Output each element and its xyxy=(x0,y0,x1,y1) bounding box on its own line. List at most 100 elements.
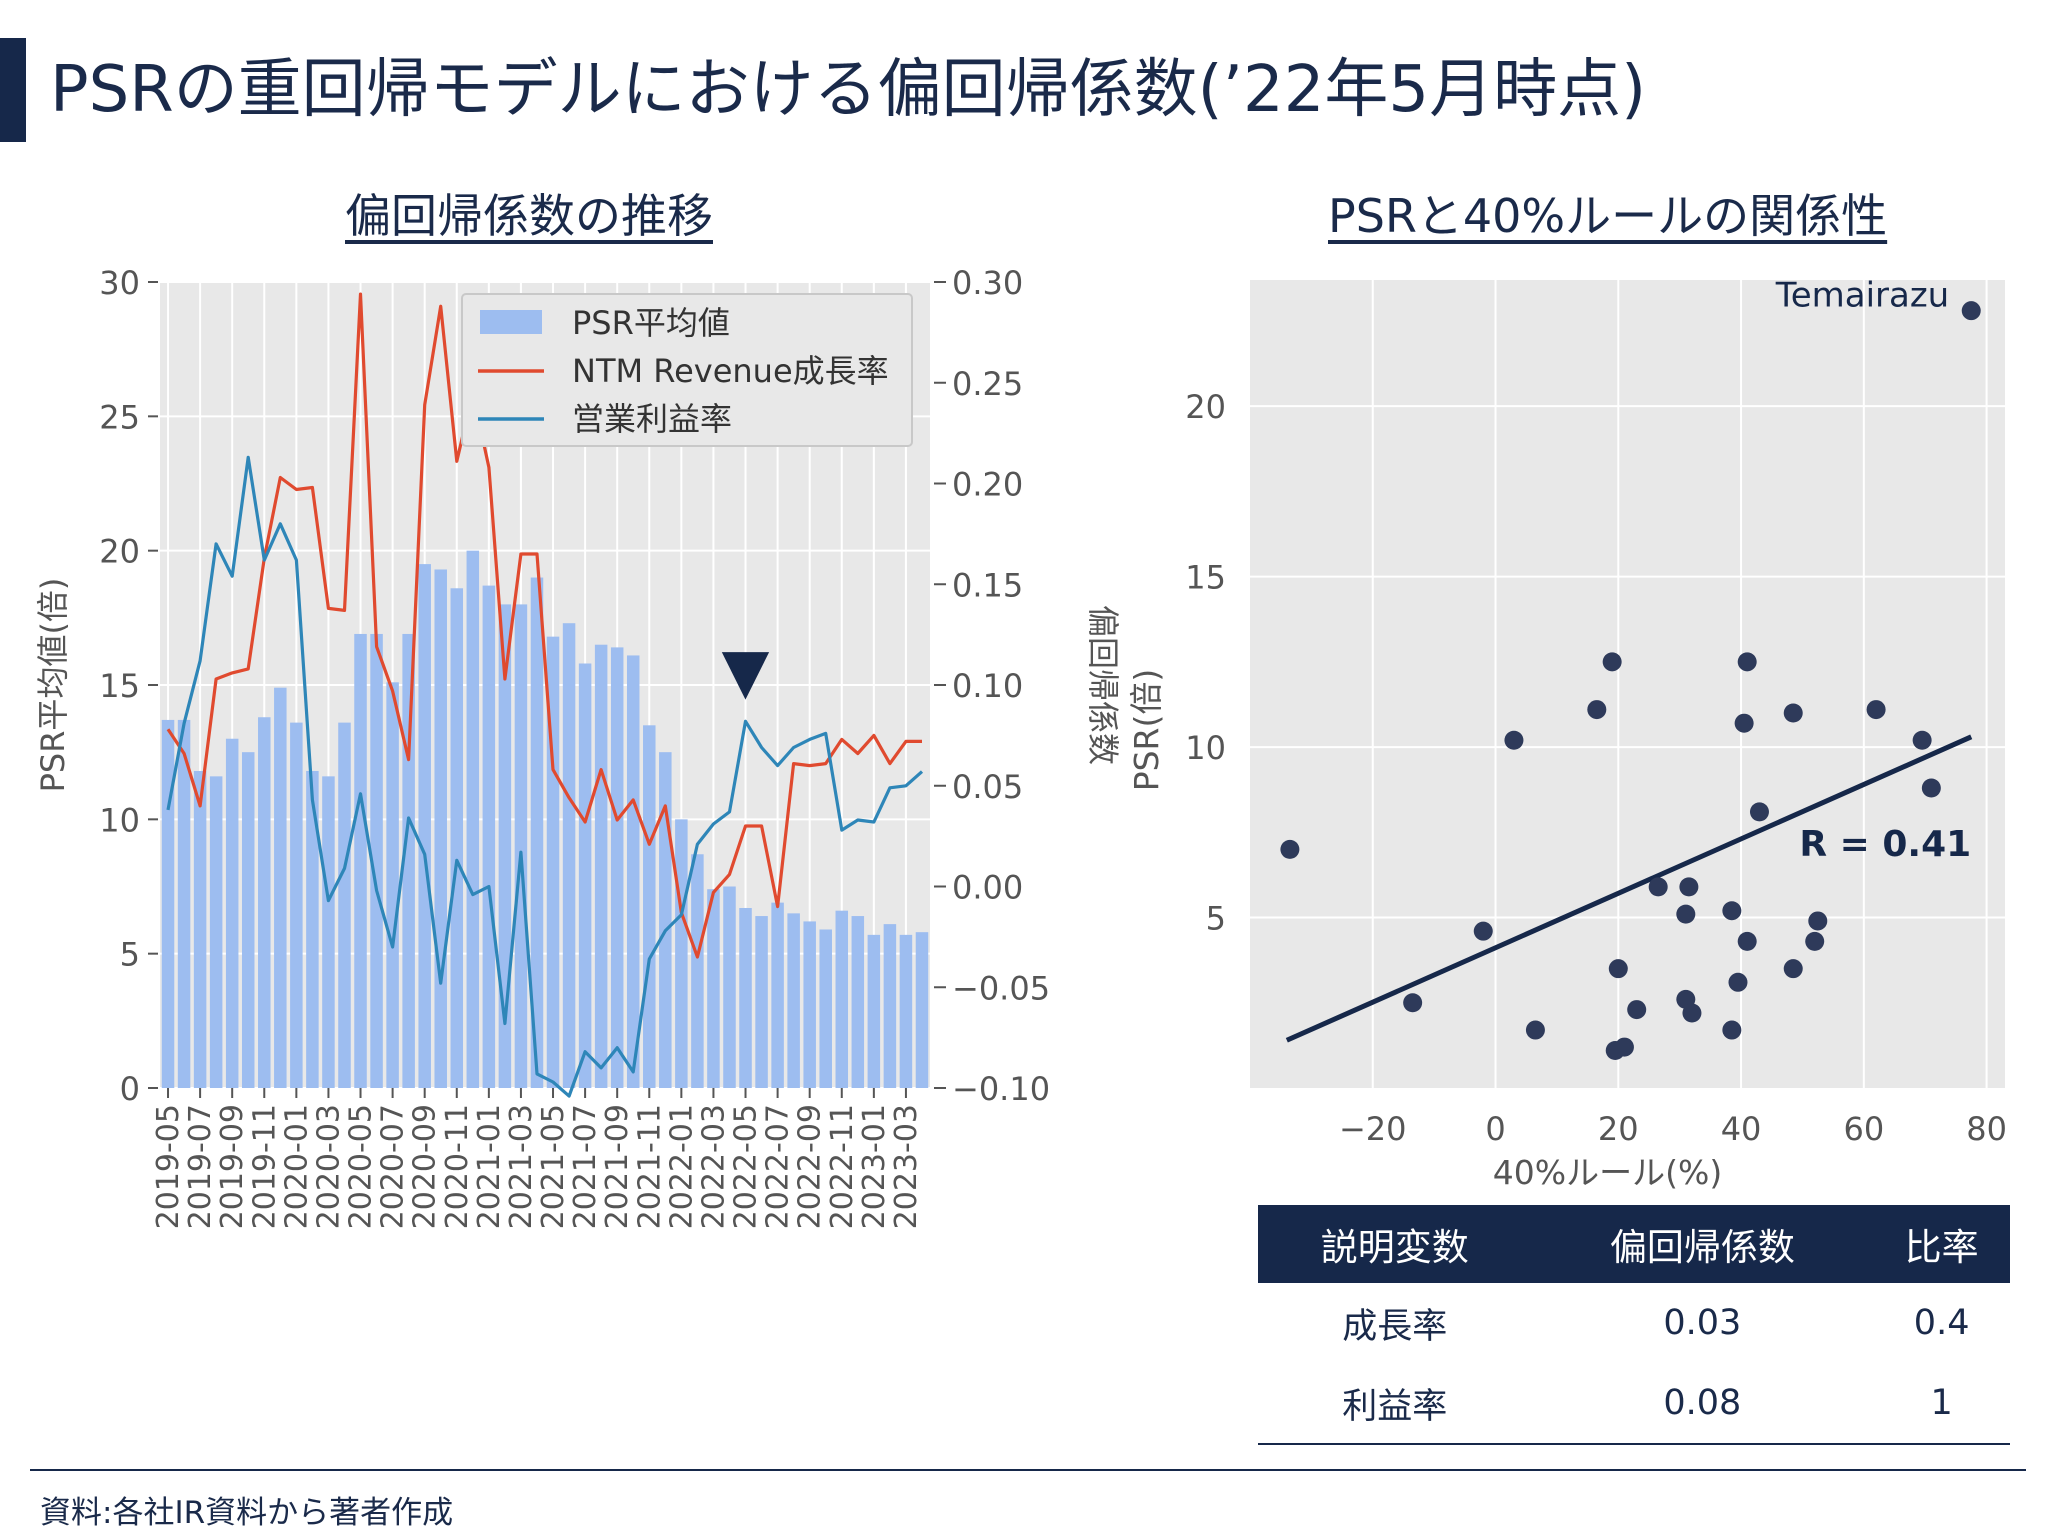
legend-label-margin: 営業利益率 xyxy=(572,400,732,438)
temairazu-label: Temairazu xyxy=(1775,276,1950,316)
plot-background xyxy=(1250,280,2005,1088)
table-header-ratio: 比率 xyxy=(1873,1205,2010,1283)
growth-rate-line xyxy=(166,292,922,959)
scatter-point xyxy=(1737,931,1757,951)
bar xyxy=(691,854,704,1088)
x-tick-label: 2019-05 xyxy=(151,1104,186,1229)
scatter-point xyxy=(1648,877,1668,897)
table-header-row: 説明変数 偏回帰係数 比率 xyxy=(1258,1205,2010,1283)
legend-label-growth: NTM Revenue成長率 xyxy=(572,352,889,390)
page-title: PSRの重回帰モデルにおける偏回帰係数(’22年5月時点) xyxy=(50,53,1647,127)
x-tick-label: 2021-11 xyxy=(632,1104,667,1229)
scatter-point xyxy=(1921,778,1941,798)
table-cell: 0.4 xyxy=(1913,1303,1970,1343)
title-accent-bar xyxy=(0,38,26,142)
bar xyxy=(498,604,512,1088)
bar xyxy=(370,633,383,1088)
scatter-point xyxy=(1734,713,1754,733)
scatter-point xyxy=(1473,921,1493,941)
bar xyxy=(562,623,576,1088)
bar xyxy=(707,889,720,1088)
bar xyxy=(643,725,656,1088)
highlight-marker-icon: ▼ xyxy=(722,634,770,707)
x-tick-label: 2020-11 xyxy=(440,1104,475,1229)
scatter-point xyxy=(1587,700,1607,720)
bar xyxy=(851,916,865,1088)
bar xyxy=(867,934,881,1088)
table-cell: 0.08 xyxy=(1531,1363,1874,1445)
x-tick-label: 2023-03 xyxy=(889,1104,924,1229)
x-tick-label: 2020-01 xyxy=(279,1104,314,1229)
scatter-point xyxy=(1808,911,1828,931)
scatter-point xyxy=(1866,700,1886,720)
x-tick-label: 2019-07 xyxy=(183,1104,218,1229)
x-tick-label: 2022-07 xyxy=(761,1104,796,1229)
scatter-point xyxy=(1783,703,1803,723)
bar xyxy=(899,934,913,1088)
x-tick-label: 2020-05 xyxy=(344,1104,379,1229)
scatter-point xyxy=(1728,972,1748,992)
bar xyxy=(418,564,431,1088)
x-tick-label: 2021-05 xyxy=(536,1104,571,1229)
bar xyxy=(177,719,191,1088)
bar xyxy=(771,902,784,1088)
bar xyxy=(739,907,752,1088)
bar xyxy=(723,886,736,1088)
bar xyxy=(193,770,207,1088)
table-cell: 利益率 xyxy=(1258,1363,1532,1445)
bar xyxy=(610,647,624,1088)
bar xyxy=(514,604,528,1088)
y-tick-label: 20 xyxy=(1185,388,1226,426)
bar xyxy=(755,916,768,1088)
bar xyxy=(466,550,480,1088)
y2-tick-label: −0.10 xyxy=(952,1070,1050,1108)
grid-lines xyxy=(1250,280,2005,1088)
bar xyxy=(322,776,335,1088)
y-tick-label: 10 xyxy=(1185,729,1226,767)
scatter-point xyxy=(1961,301,1981,321)
scatter-point xyxy=(1608,959,1628,979)
left-chart-title: 偏回帰係数の推移 xyxy=(345,189,713,243)
x-tick-label: 2021-03 xyxy=(504,1104,539,1229)
scatter-point xyxy=(1614,1037,1634,1057)
bar xyxy=(225,738,239,1088)
x-tick-label: 2020-09 xyxy=(408,1104,443,1229)
scatter-point xyxy=(1783,959,1803,979)
y2-tick-label: −0.05 xyxy=(952,969,1050,1007)
y2-tick-label: 0.00 xyxy=(952,869,1023,907)
footer-divider xyxy=(30,1469,2026,1471)
x-tick-label: 80 xyxy=(1966,1110,2007,1148)
bar xyxy=(258,717,271,1088)
scatter-point xyxy=(1679,877,1699,897)
scatter-point xyxy=(1737,652,1757,672)
x-tick-label: 40 xyxy=(1721,1110,1762,1148)
x-tick-label: 2022-11 xyxy=(825,1104,860,1229)
bar xyxy=(450,588,464,1088)
bar xyxy=(354,633,367,1088)
table-row: 利益率 0.08 1 xyxy=(1258,1363,2010,1445)
x-tick-label: 0 xyxy=(1485,1110,1505,1148)
bar xyxy=(386,682,399,1088)
bar xyxy=(578,663,592,1088)
scatter-point xyxy=(1805,931,1825,951)
scatter-point xyxy=(1403,993,1423,1013)
bar xyxy=(241,752,255,1088)
scatter-points xyxy=(1280,301,1981,1060)
bar xyxy=(883,924,897,1088)
x-tick-label: 2019-11 xyxy=(247,1104,282,1229)
legend: PSR平均値 NTM Revenue成長率 営業利益率 xyxy=(461,293,913,447)
bar xyxy=(482,585,496,1088)
x-tick-label: 2022-01 xyxy=(664,1104,699,1229)
bar xyxy=(434,569,447,1088)
x-tick-label: 2021-09 xyxy=(600,1104,635,1229)
x-tick-label: 2020-07 xyxy=(376,1104,411,1229)
x-ticks: 2019-052019-072019-092019-112020-012020-… xyxy=(151,1088,924,1229)
bar xyxy=(659,752,672,1088)
y-tick-label: 10 xyxy=(99,801,140,839)
scatter-point xyxy=(1722,901,1742,921)
table-row: 成長率 0.03 0.4 xyxy=(1258,1283,2010,1363)
y-tick-label: 20 xyxy=(99,533,140,571)
bar-series xyxy=(161,550,929,1088)
table-cell: 0.03 xyxy=(1663,1303,1742,1343)
bar xyxy=(803,921,816,1088)
